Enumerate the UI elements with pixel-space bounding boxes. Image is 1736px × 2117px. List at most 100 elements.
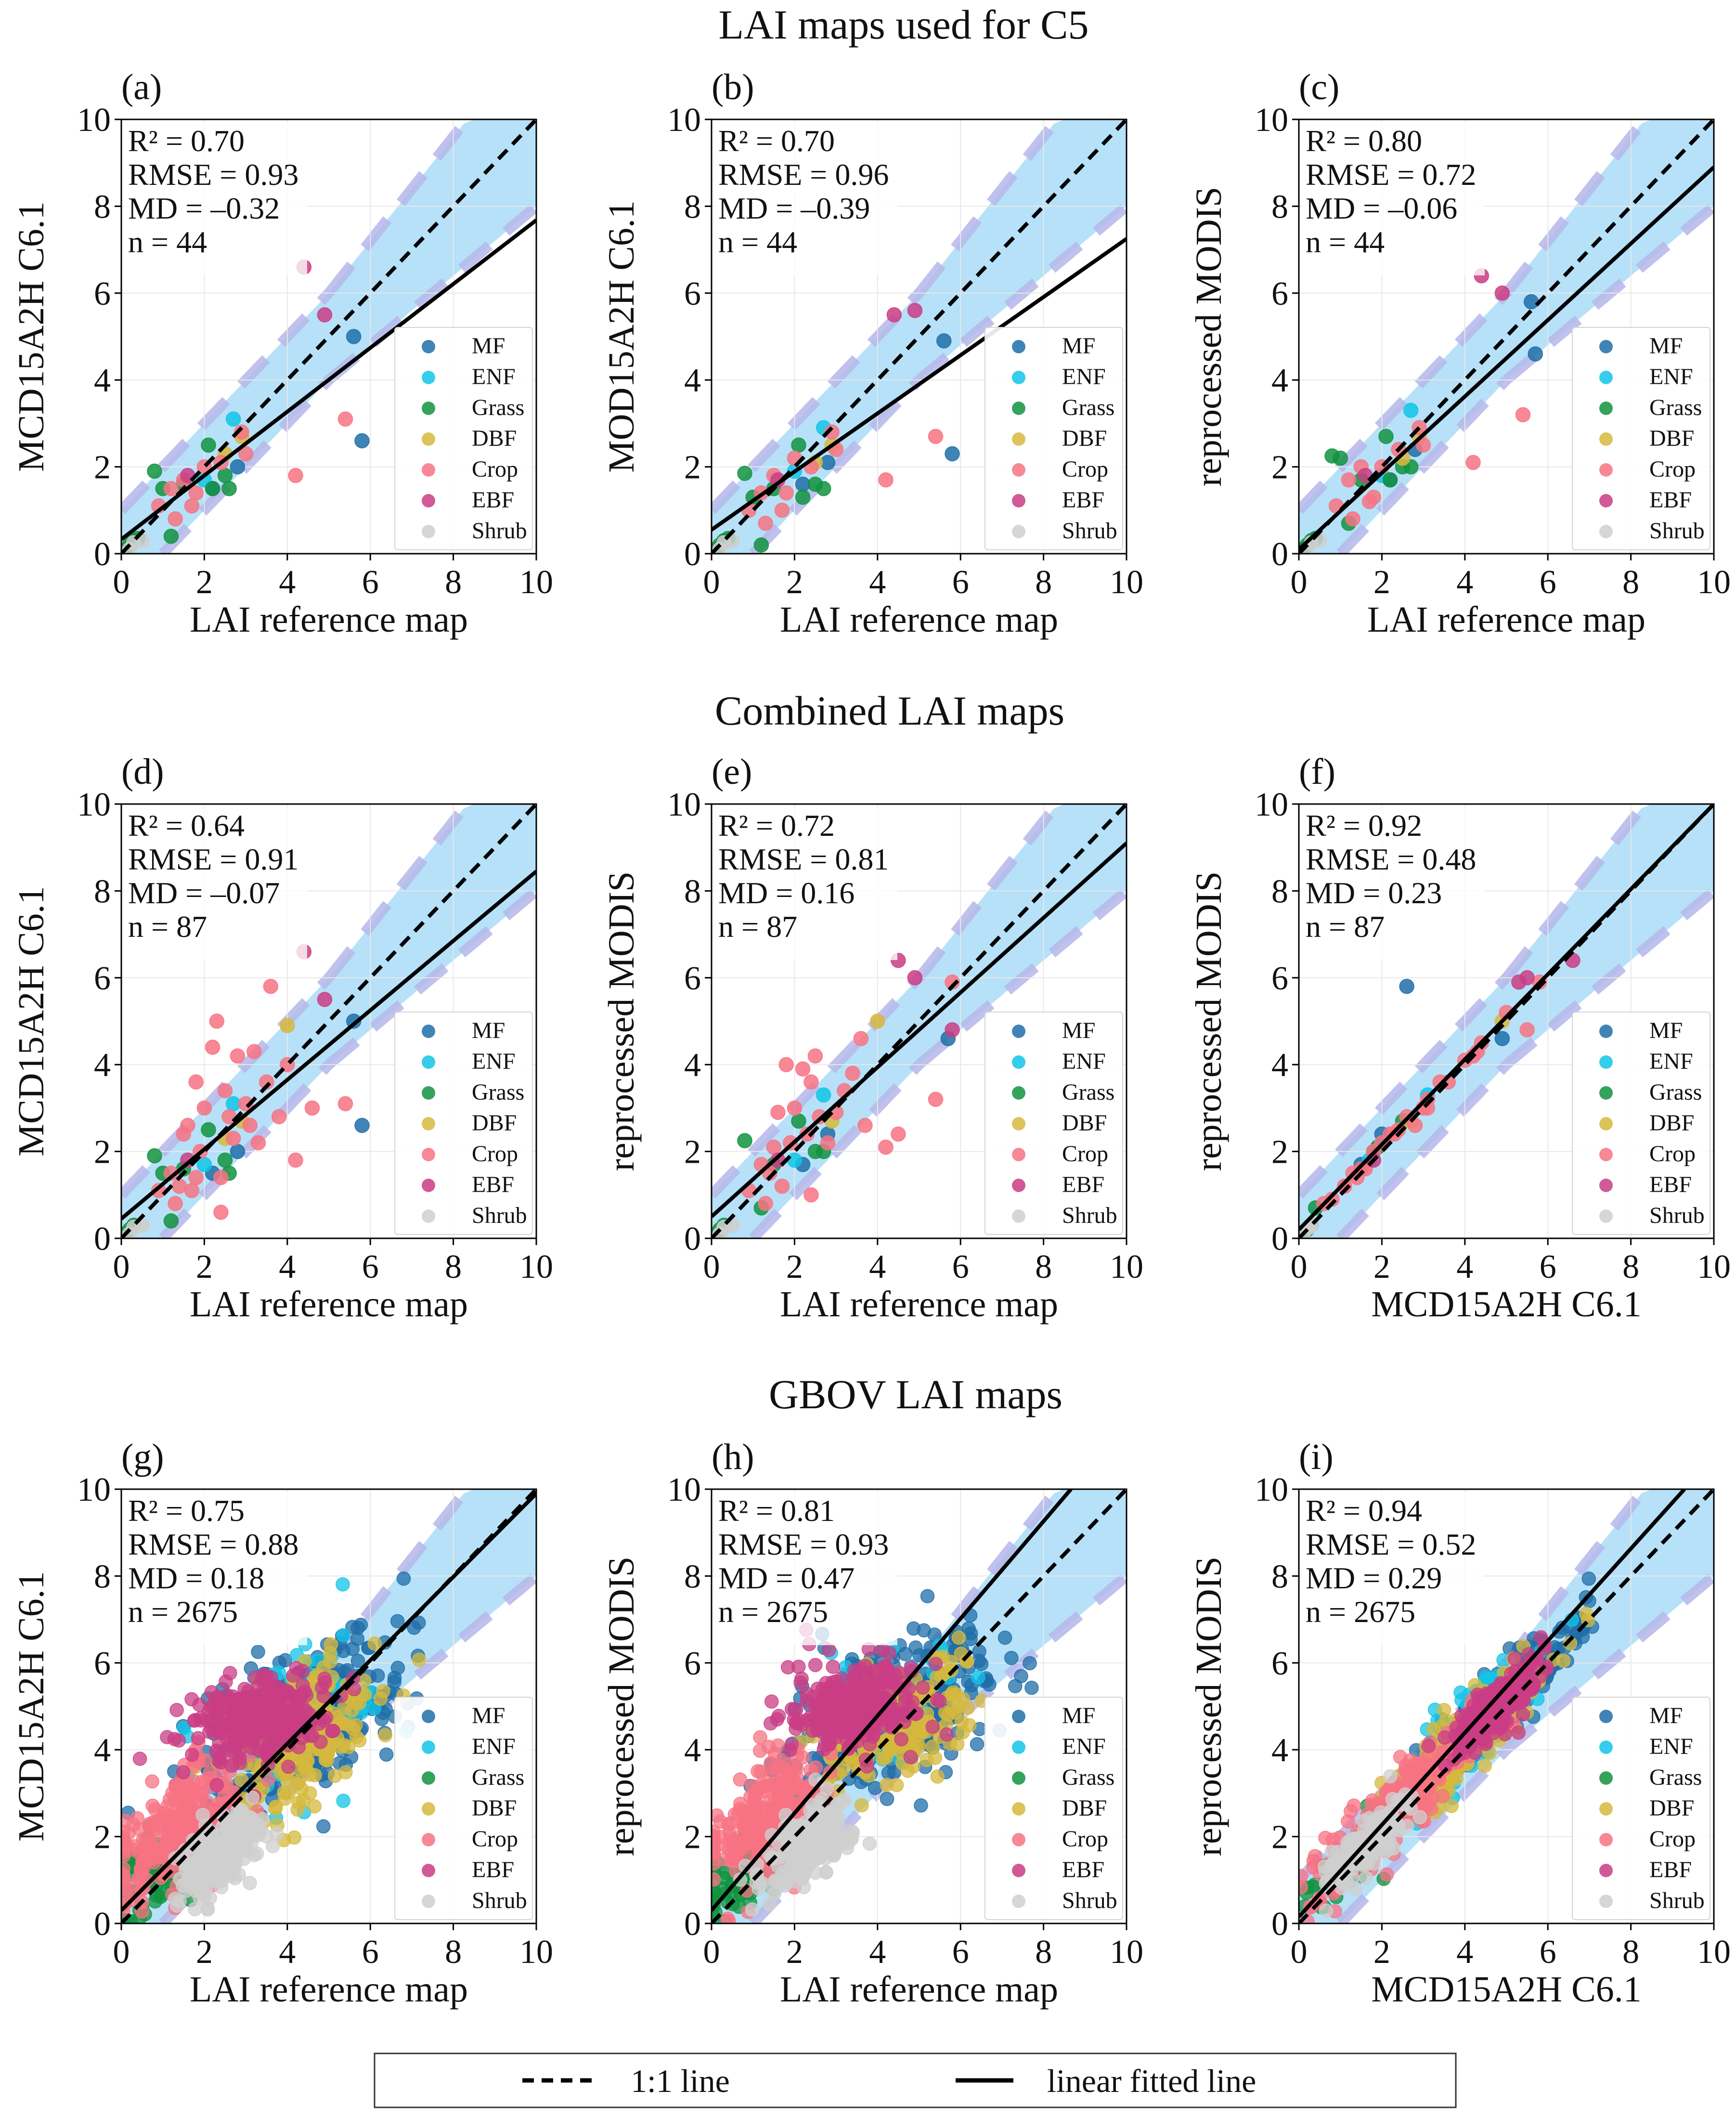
x-tick-label: 2 [786,564,803,601]
x-tick-label: 4 [869,1248,886,1286]
stat-line: n = 87 [128,909,207,944]
fitted-line [121,870,536,1221]
point-shrub [246,1848,261,1862]
legend-label-mf: MF [1062,1703,1095,1728]
y-tick-label: 8 [94,1558,111,1595]
x-tick-label: 6 [362,1248,379,1286]
point-dbf [1556,1653,1571,1668]
legend-marker-grass [1012,1771,1025,1785]
point-ebf [823,1680,838,1694]
legend-label-crop: Crop [1062,456,1108,482]
y-tick-label: 6 [94,275,111,312]
point-crop [213,1169,229,1185]
legend-marker-mf [422,1025,435,1038]
point-crop [217,1083,233,1099]
stats-box [714,122,897,275]
point-mf [345,1620,360,1635]
legend-label-ebf: EBF [1062,487,1104,513]
x-tick-label: 0 [1291,1248,1308,1286]
legend-marker-ebf [422,1864,435,1877]
point-crop [263,979,279,994]
point-ebf [255,1697,269,1712]
legend-marker-crop [1012,1833,1025,1846]
point-grass [217,1152,233,1168]
stat-line: R² = 0.70 [718,124,835,158]
legend-label-enf: ENF [1062,364,1106,390]
point-crop [288,468,303,483]
plot-area-e [712,804,1127,1238]
stat-line: R² = 0.72 [718,808,835,843]
legend-marker-dbf [1599,432,1613,446]
legend-marker-dbf [422,1117,435,1130]
x-tick-label: 8 [445,1934,462,1971]
legend-label-ebf: EBF [472,1857,514,1883]
point-crop [796,1782,810,1797]
legend-marker-dbf [422,1802,435,1816]
x-tick-label: 4 [869,564,886,601]
band-edge-upper-rel [324,804,471,981]
panel-label: (f) [1299,752,1335,792]
point-crop [803,1074,819,1090]
y-tick-label: 8 [684,873,701,910]
point-shrub [812,1819,827,1834]
y-tick-label: 4 [94,1732,111,1769]
point-ebf [791,1660,806,1674]
x-tick-label: 4 [279,1248,296,1286]
point-crop [188,1169,204,1185]
point-crop [878,472,894,488]
legend-label-crop: Crop [472,1141,518,1167]
legend-marker-shrub [422,1895,435,1908]
legend-marker-grass [1599,402,1613,415]
legend-label-crop: Crop [472,1826,518,1852]
point-ebf [176,1765,191,1779]
panel-label: (e) [712,752,752,792]
panel-label: (g) [121,1437,164,1477]
x-tick-label: 6 [1540,1248,1556,1286]
point-ebf [287,1720,302,1734]
legend-label-dbf: DBF [1062,1110,1107,1136]
legend-marker-dbf [1012,1802,1025,1816]
panel-label: (b) [712,67,754,107]
point-shrub [762,1896,777,1911]
axes-frame [120,118,537,555]
point-dbf [327,1768,342,1783]
point-ebf [907,303,923,318]
x-axis-label: MCD15A2H C6.1 [1371,1284,1642,1325]
y-axis-label: reprocessed MODIS [1189,187,1229,487]
stat-line: R² = 0.80 [1306,124,1422,158]
point-dbf [870,1013,885,1029]
legend-marker-enf [422,1740,435,1754]
x-tick-label: 2 [1373,1248,1390,1286]
point-crop [188,1074,204,1090]
point-dbf [911,1739,926,1753]
point-crop [209,1013,225,1029]
legend-label-ebf: EBF [1649,1172,1692,1197]
point-dbf [280,1018,295,1033]
x-tick-label: 0 [113,564,130,601]
points-d [121,944,370,1238]
plot-area-c [1299,119,1714,554]
point-dbf [920,1753,934,1767]
stats-box [124,122,307,275]
legend-label-mf: MF [472,1018,505,1043]
point-mf [345,1642,360,1656]
legend-label-crop: Crop [1062,1141,1108,1167]
legend-marker-grass [422,1086,435,1100]
point-ebf [822,1643,836,1657]
point-ebf [808,1658,823,1672]
point-crop [246,1044,262,1059]
point-ebf [317,1672,332,1686]
point-mf [998,1630,1012,1645]
point-crop [171,1793,185,1808]
point-mf [1581,1572,1596,1586]
point-ebf [169,1702,184,1717]
point-crop [891,1126,906,1142]
point-crop [181,1818,195,1833]
point-grass [148,1894,162,1909]
fitted-line [121,1492,536,1912]
point-ebf [254,1712,269,1726]
legend-label-shrub: Shrub [1649,518,1705,544]
stat-line: RMSE = 0.96 [718,157,889,192]
stat-line: RMSE = 0.91 [128,842,298,876]
x-tick-label: 10 [519,1934,553,1971]
